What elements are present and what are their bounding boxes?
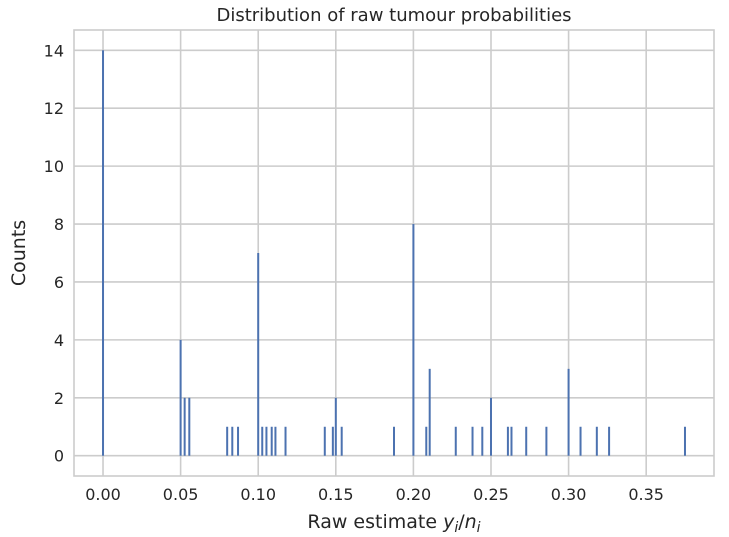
- plot-frame: [73, 29, 715, 477]
- histogram-bar: [265, 426, 268, 456]
- histogram-bar: [102, 50, 105, 456]
- histogram-bar: [525, 426, 528, 456]
- histogram-bar: [261, 426, 264, 456]
- x-axis-label-math-slash: /: [458, 511, 465, 533]
- y-tick-label: 4: [54, 331, 64, 350]
- histogram-bar: [284, 426, 287, 456]
- x-axis-label-math-n: n: [465, 511, 477, 533]
- histogram-bar: [428, 368, 431, 456]
- histogram-bar: [334, 397, 337, 456]
- histogram-bar: [188, 397, 191, 456]
- histogram-bar: [179, 339, 182, 456]
- histogram-bar: [567, 368, 570, 456]
- tick-labels: 0.00 0.05 0.10 0.15 0.20 0.25 0.30 0.35 0 2 4 6 8 10 1…: [44, 41, 664, 504]
- histogram-bar: [231, 426, 234, 456]
- histogram-bar: [683, 426, 686, 456]
- histogram-bar: [274, 426, 277, 456]
- x-tick-label: 0.15: [318, 485, 354, 504]
- histogram-bar: [331, 426, 334, 456]
- histogram-bar: [510, 426, 513, 456]
- x-tick-label: 0.25: [473, 485, 509, 504]
- x-tick-label: 0.20: [396, 485, 432, 504]
- x-tick-label: 0.35: [628, 485, 664, 504]
- histogram-bar: [323, 426, 326, 456]
- histogram-bar: [545, 426, 548, 456]
- histogram-bar: [393, 426, 395, 456]
- histogram-bar: [226, 426, 229, 456]
- x-tick-label: 0.10: [240, 485, 276, 504]
- histogram-bar: [595, 426, 598, 456]
- x-axis-label: Raw estimate yi/ni: [307, 511, 480, 536]
- histogram-bar: [579, 426, 582, 456]
- histogram-bar: [183, 397, 186, 456]
- histogram-bar: [237, 426, 240, 456]
- x-axis-label-math-y: y: [442, 511, 455, 533]
- histogram-bar: [270, 426, 273, 456]
- x-tick-label: 0.05: [163, 485, 199, 504]
- y-tick-label: 2: [54, 389, 64, 408]
- y-tick-label: 8: [54, 215, 64, 234]
- histogram-bar: [425, 426, 428, 456]
- y-tick-label: 6: [54, 273, 64, 292]
- histogram-bar: [489, 397, 492, 456]
- histogram-bar: [412, 224, 415, 456]
- x-axis-label-math-i2: i: [477, 520, 481, 536]
- histogram-bar: [340, 426, 343, 456]
- histogram-bar: [257, 253, 260, 456]
- y-tick-label: 14: [44, 41, 64, 60]
- chart-title: Distribution of raw tumour probabilities: [216, 5, 571, 26]
- plot-background: [74, 30, 714, 476]
- x-tick-label: 0.00: [85, 485, 121, 504]
- y-tick-label: 12: [44, 99, 64, 118]
- y-axis-label: Counts: [8, 220, 30, 286]
- histogram-bar: [608, 426, 611, 456]
- y-tick-label: 10: [44, 157, 64, 176]
- bars: [102, 50, 686, 456]
- histogram-bar: [471, 426, 474, 456]
- x-tick-label: 0.30: [551, 485, 587, 504]
- x-axis-label-math-i1: i: [454, 520, 458, 536]
- y-tick-label: 0: [54, 447, 64, 466]
- x-axis-label-prefix: Raw estimate: [307, 511, 443, 533]
- histogram-bar: [506, 426, 509, 456]
- histogram-bar: [481, 426, 484, 456]
- histogram-bar: [454, 426, 457, 456]
